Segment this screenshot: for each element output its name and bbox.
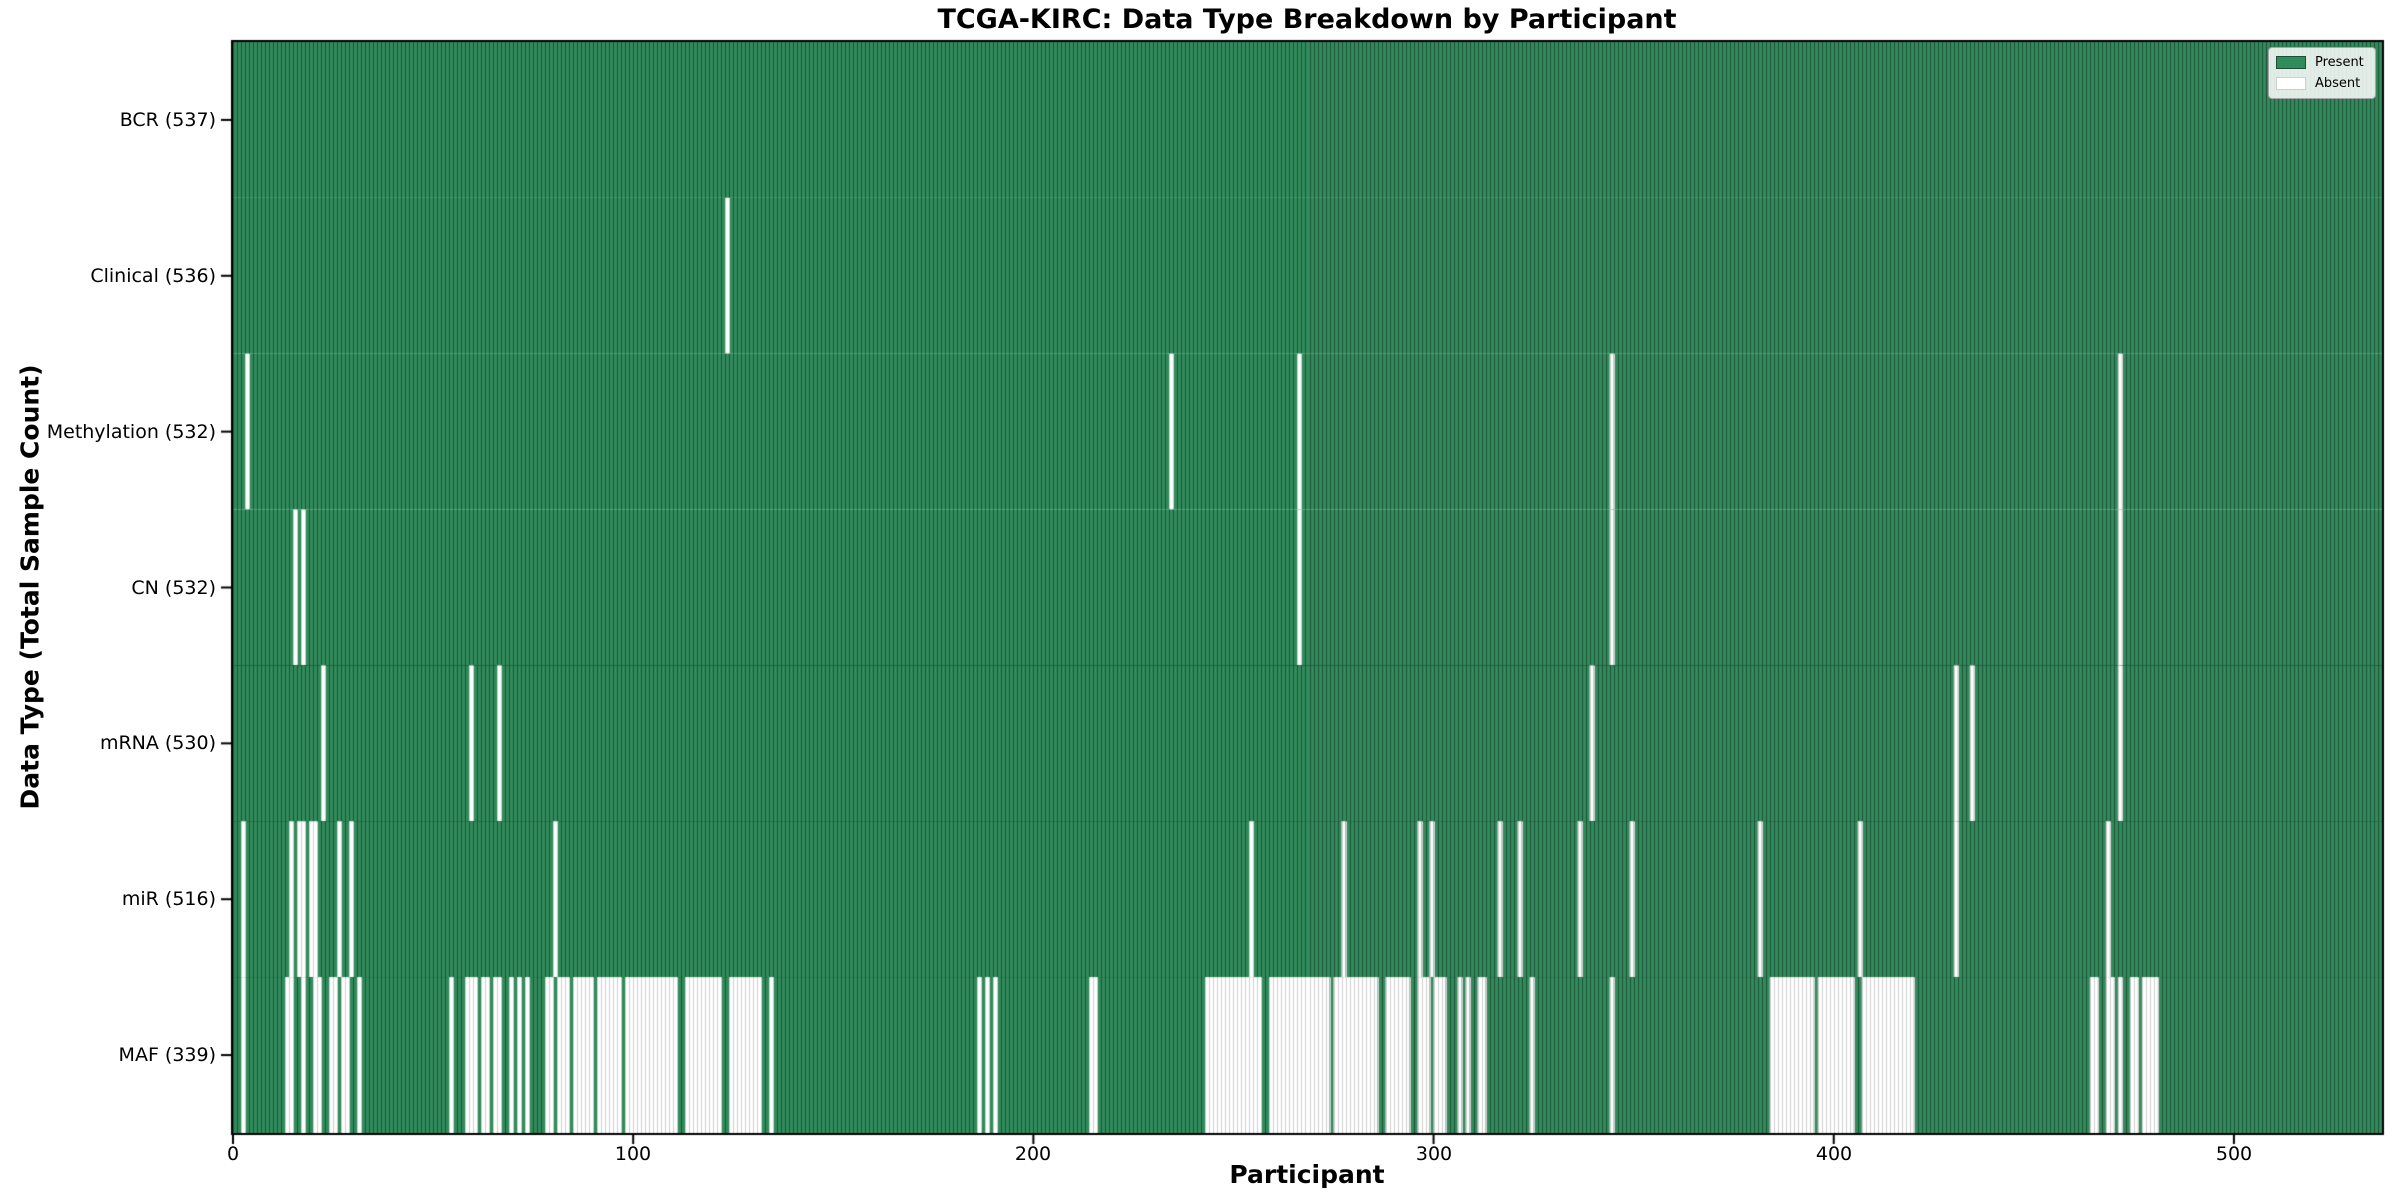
legend: Present Absent — [2268, 47, 2376, 99]
x-tick-label-400: 400 — [1815, 1143, 1853, 1165]
chart-title: TCGA-KIRC: Data Type Breakdown by Partic… — [937, 4, 1677, 35]
legend-absent-swatch — [2276, 77, 2306, 90]
x-axis-label: Participant — [1229, 1160, 1385, 1189]
x-tick-label-0: 0 — [226, 1143, 240, 1165]
legend-absent-label: Absent — [2315, 76, 2361, 91]
x-tick-label-100: 100 — [614, 1143, 652, 1165]
y-tick-label-mir: miR (516) — [121, 888, 216, 910]
y-tick-label-maf: MAF (339) — [118, 1044, 216, 1066]
x-tick-label-300: 300 — [1415, 1143, 1453, 1165]
y-tick-label-mrna: mRNA (530) — [99, 732, 216, 754]
y-tick-label-methylation: Methylation (532) — [46, 421, 216, 443]
y-tick-label-bcr: BCR (537) — [119, 109, 216, 131]
x-tick-label-200: 200 — [1014, 1143, 1052, 1165]
legend-entry-present: Present — [2276, 52, 2368, 73]
y-tick-label-cn: CN (532) — [131, 577, 216, 599]
legend-present-swatch — [2276, 56, 2306, 69]
y-tick-label-clinical: Clinical (536) — [90, 265, 216, 287]
x-tick-label-500: 500 — [2215, 1143, 2253, 1165]
legend-present-label: Present — [2315, 55, 2364, 70]
legend-entry-absent: Absent — [2276, 73, 2368, 94]
